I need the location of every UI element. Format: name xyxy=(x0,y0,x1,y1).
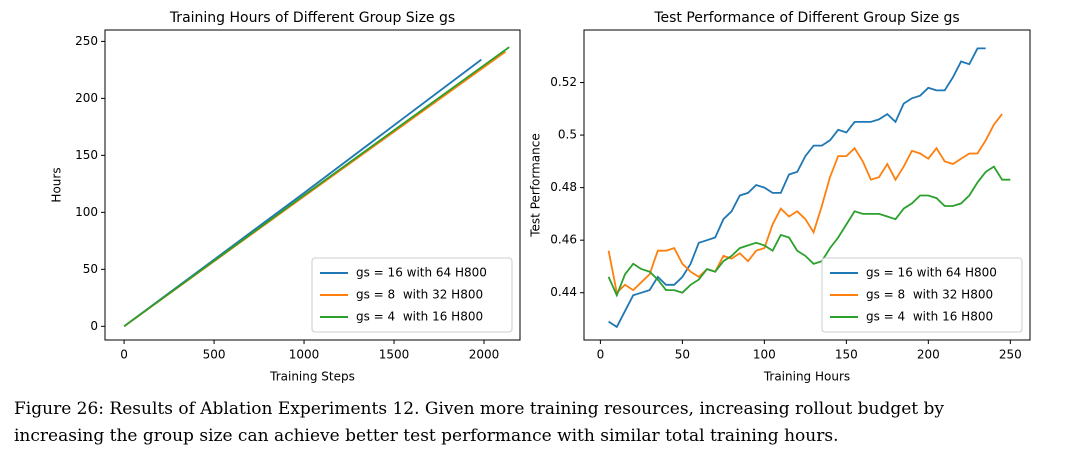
legend-label: gs = 4 with 16 H800 xyxy=(866,310,993,324)
x-tick-label: 200 xyxy=(917,348,940,362)
x-tick-label: 100 xyxy=(753,348,776,362)
y-tick-label: 0.52 xyxy=(550,75,577,89)
y-tick-label: 0.5 xyxy=(558,128,577,142)
legend-box xyxy=(311,257,513,333)
caption-line: Figure 26: Results of Ablation Experimen… xyxy=(14,399,944,419)
y-tick-label: 0.44 xyxy=(550,285,577,299)
x-tick-label: 1000 xyxy=(289,348,320,362)
x-axis-label: Training Steps xyxy=(269,370,355,384)
axes-frame xyxy=(583,29,1031,341)
x-tick-label: 0 xyxy=(597,348,605,362)
x-tick-label: 50 xyxy=(675,348,690,362)
y-tick-label: 150 xyxy=(75,148,98,162)
y-tick-label: 100 xyxy=(75,205,98,219)
series-line xyxy=(607,165,1011,298)
y-tick-label: 250 xyxy=(75,34,98,48)
legend-label: gs = 16 with 64 H800 xyxy=(356,266,487,280)
x-tick-label: 2000 xyxy=(469,348,500,362)
series-line xyxy=(608,47,986,329)
axes-frame xyxy=(104,29,521,341)
x-tick-label: 150 xyxy=(835,348,858,362)
y-tick-label: 0.46 xyxy=(550,233,577,247)
y-axis-label: Test Performance xyxy=(529,133,543,238)
y-tick-label: 0.48 xyxy=(550,180,577,194)
series-line xyxy=(607,113,1003,295)
x-tick-label: 250 xyxy=(999,348,1022,362)
legend-label: gs = 4 with 16 H800 xyxy=(356,310,483,324)
chart-title: Test Performance of Different Group Size… xyxy=(653,10,959,26)
y-tick-label: 0 xyxy=(90,319,98,333)
y-tick-label: 200 xyxy=(75,91,98,105)
x-tick-label: 1500 xyxy=(379,348,410,362)
legend-label: gs = 8 with 32 H800 xyxy=(866,288,993,302)
caption-line: increasing the group size can achieve be… xyxy=(14,426,838,446)
series-line xyxy=(123,46,510,328)
x-tick-label: 0 xyxy=(120,348,128,362)
chart-title: Training Hours of Different Group Size g… xyxy=(169,10,455,26)
y-axis-label: Hours xyxy=(50,167,64,202)
legend-label: gs = 16 with 64 H800 xyxy=(866,266,997,280)
x-tick-label: 500 xyxy=(203,348,226,362)
x-axis-label: Training Hours xyxy=(763,370,850,384)
legend-label: gs = 8 with 32 H800 xyxy=(356,288,483,302)
y-tick-label: 50 xyxy=(83,262,98,276)
legend-box xyxy=(821,257,1023,333)
